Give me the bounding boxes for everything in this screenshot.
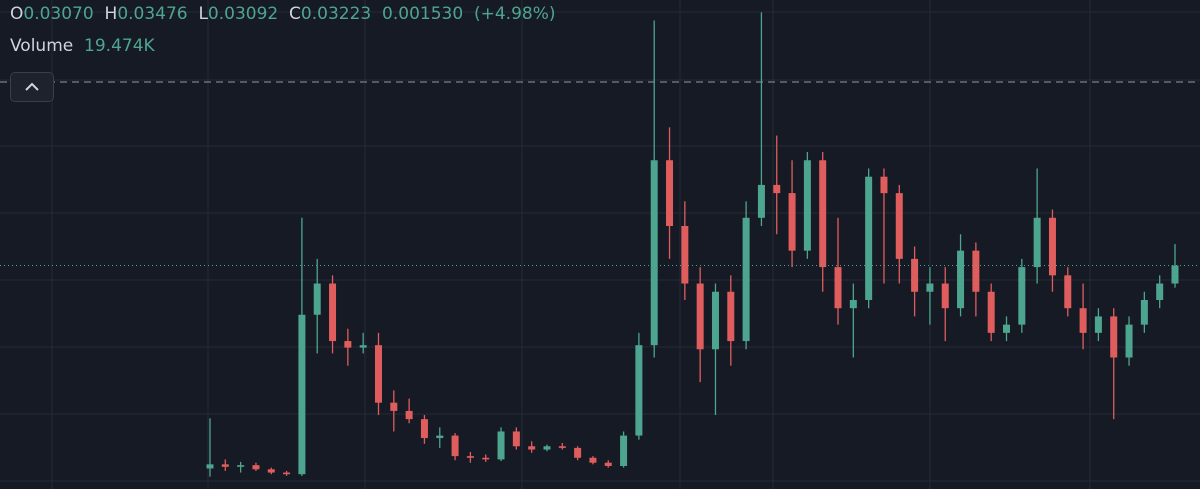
chevron-icon	[25, 82, 39, 91]
value: 0.03476	[117, 4, 188, 24]
candle-body	[880, 176, 888, 194]
candle-body	[528, 446, 536, 450]
candle-body	[329, 283, 337, 342]
candle-body	[1033, 217, 1041, 268]
candle-body	[788, 193, 796, 251]
candle-body	[1003, 324, 1011, 333]
candle-body	[359, 345, 367, 348]
candle-body	[1125, 324, 1133, 358]
candle-body	[727, 291, 735, 342]
candle-body	[650, 160, 658, 346]
value: 0.03092	[207, 4, 279, 24]
candle-body	[543, 446, 551, 450]
candle-body	[497, 431, 505, 460]
label: Volume	[10, 36, 74, 56]
candle-body	[267, 469, 275, 473]
candle-body	[604, 462, 612, 466]
candle-body	[436, 435, 444, 439]
candle-body	[1018, 267, 1026, 325]
candle-body	[972, 250, 980, 292]
candle-body	[420, 419, 428, 439]
value: 0.03223	[300, 4, 372, 24]
candle-body	[987, 291, 995, 333]
candle-body	[911, 258, 919, 292]
candle-body	[1110, 316, 1118, 358]
candle-body	[237, 465, 245, 467]
candle-body	[711, 291, 719, 350]
candle-body	[895, 193, 903, 259]
candle-body	[681, 226, 689, 284]
candle-body	[620, 435, 628, 466]
candle-body	[313, 283, 321, 315]
candle-body	[589, 457, 597, 463]
candle-body	[1094, 316, 1102, 333]
candle-body	[941, 283, 949, 309]
candle-body	[405, 410, 413, 420]
candle-body	[390, 402, 398, 411]
candle-body	[451, 435, 459, 457]
candle-body	[773, 184, 781, 194]
candle-body	[283, 472, 291, 475]
value: 0.03070	[23, 4, 94, 24]
candle-body	[344, 341, 352, 348]
candle-body	[482, 457, 490, 460]
change: 0.001530	[382, 4, 464, 24]
candle-body	[834, 267, 842, 309]
candle-body	[298, 314, 306, 475]
candle-body	[1079, 308, 1087, 333]
candle-body	[1048, 217, 1056, 276]
candle-body	[466, 456, 474, 458]
candle-body	[1171, 265, 1179, 284]
candle-body	[757, 184, 765, 218]
change-percent: (+4.98%)	[473, 4, 556, 24]
candle-body	[666, 160, 674, 227]
label: H	[104, 4, 118, 24]
ohlc-legend: O0.03070 H0.03476 L0.03092 C0.03223 0.00…	[10, 4, 556, 24]
value: 19.474K	[84, 36, 155, 56]
candle-body	[819, 160, 827, 268]
candle-body	[865, 176, 873, 300]
collapse-button[interactable]	[10, 72, 54, 102]
candle-body	[696, 283, 704, 350]
candle-body	[252, 465, 260, 470]
candle-body	[206, 464, 214, 469]
candle-body	[574, 447, 582, 458]
label: C	[289, 4, 301, 24]
candle-body	[957, 250, 965, 309]
candle-body	[221, 464, 229, 467]
candle-body	[1064, 275, 1072, 309]
label: L	[198, 4, 208, 24]
candle-body	[1140, 299, 1148, 325]
label: O	[10, 4, 24, 24]
candle-body	[849, 299, 857, 309]
candle-body	[742, 217, 750, 342]
volume-legend: Volume 19.474K	[10, 36, 155, 56]
candle-body	[374, 345, 382, 403]
candle-body	[803, 160, 811, 251]
candle-body	[558, 446, 566, 448]
candle-body	[926, 283, 934, 292]
candle-body	[512, 431, 520, 447]
candle-body	[1156, 283, 1164, 300]
candle-body	[635, 345, 643, 436]
